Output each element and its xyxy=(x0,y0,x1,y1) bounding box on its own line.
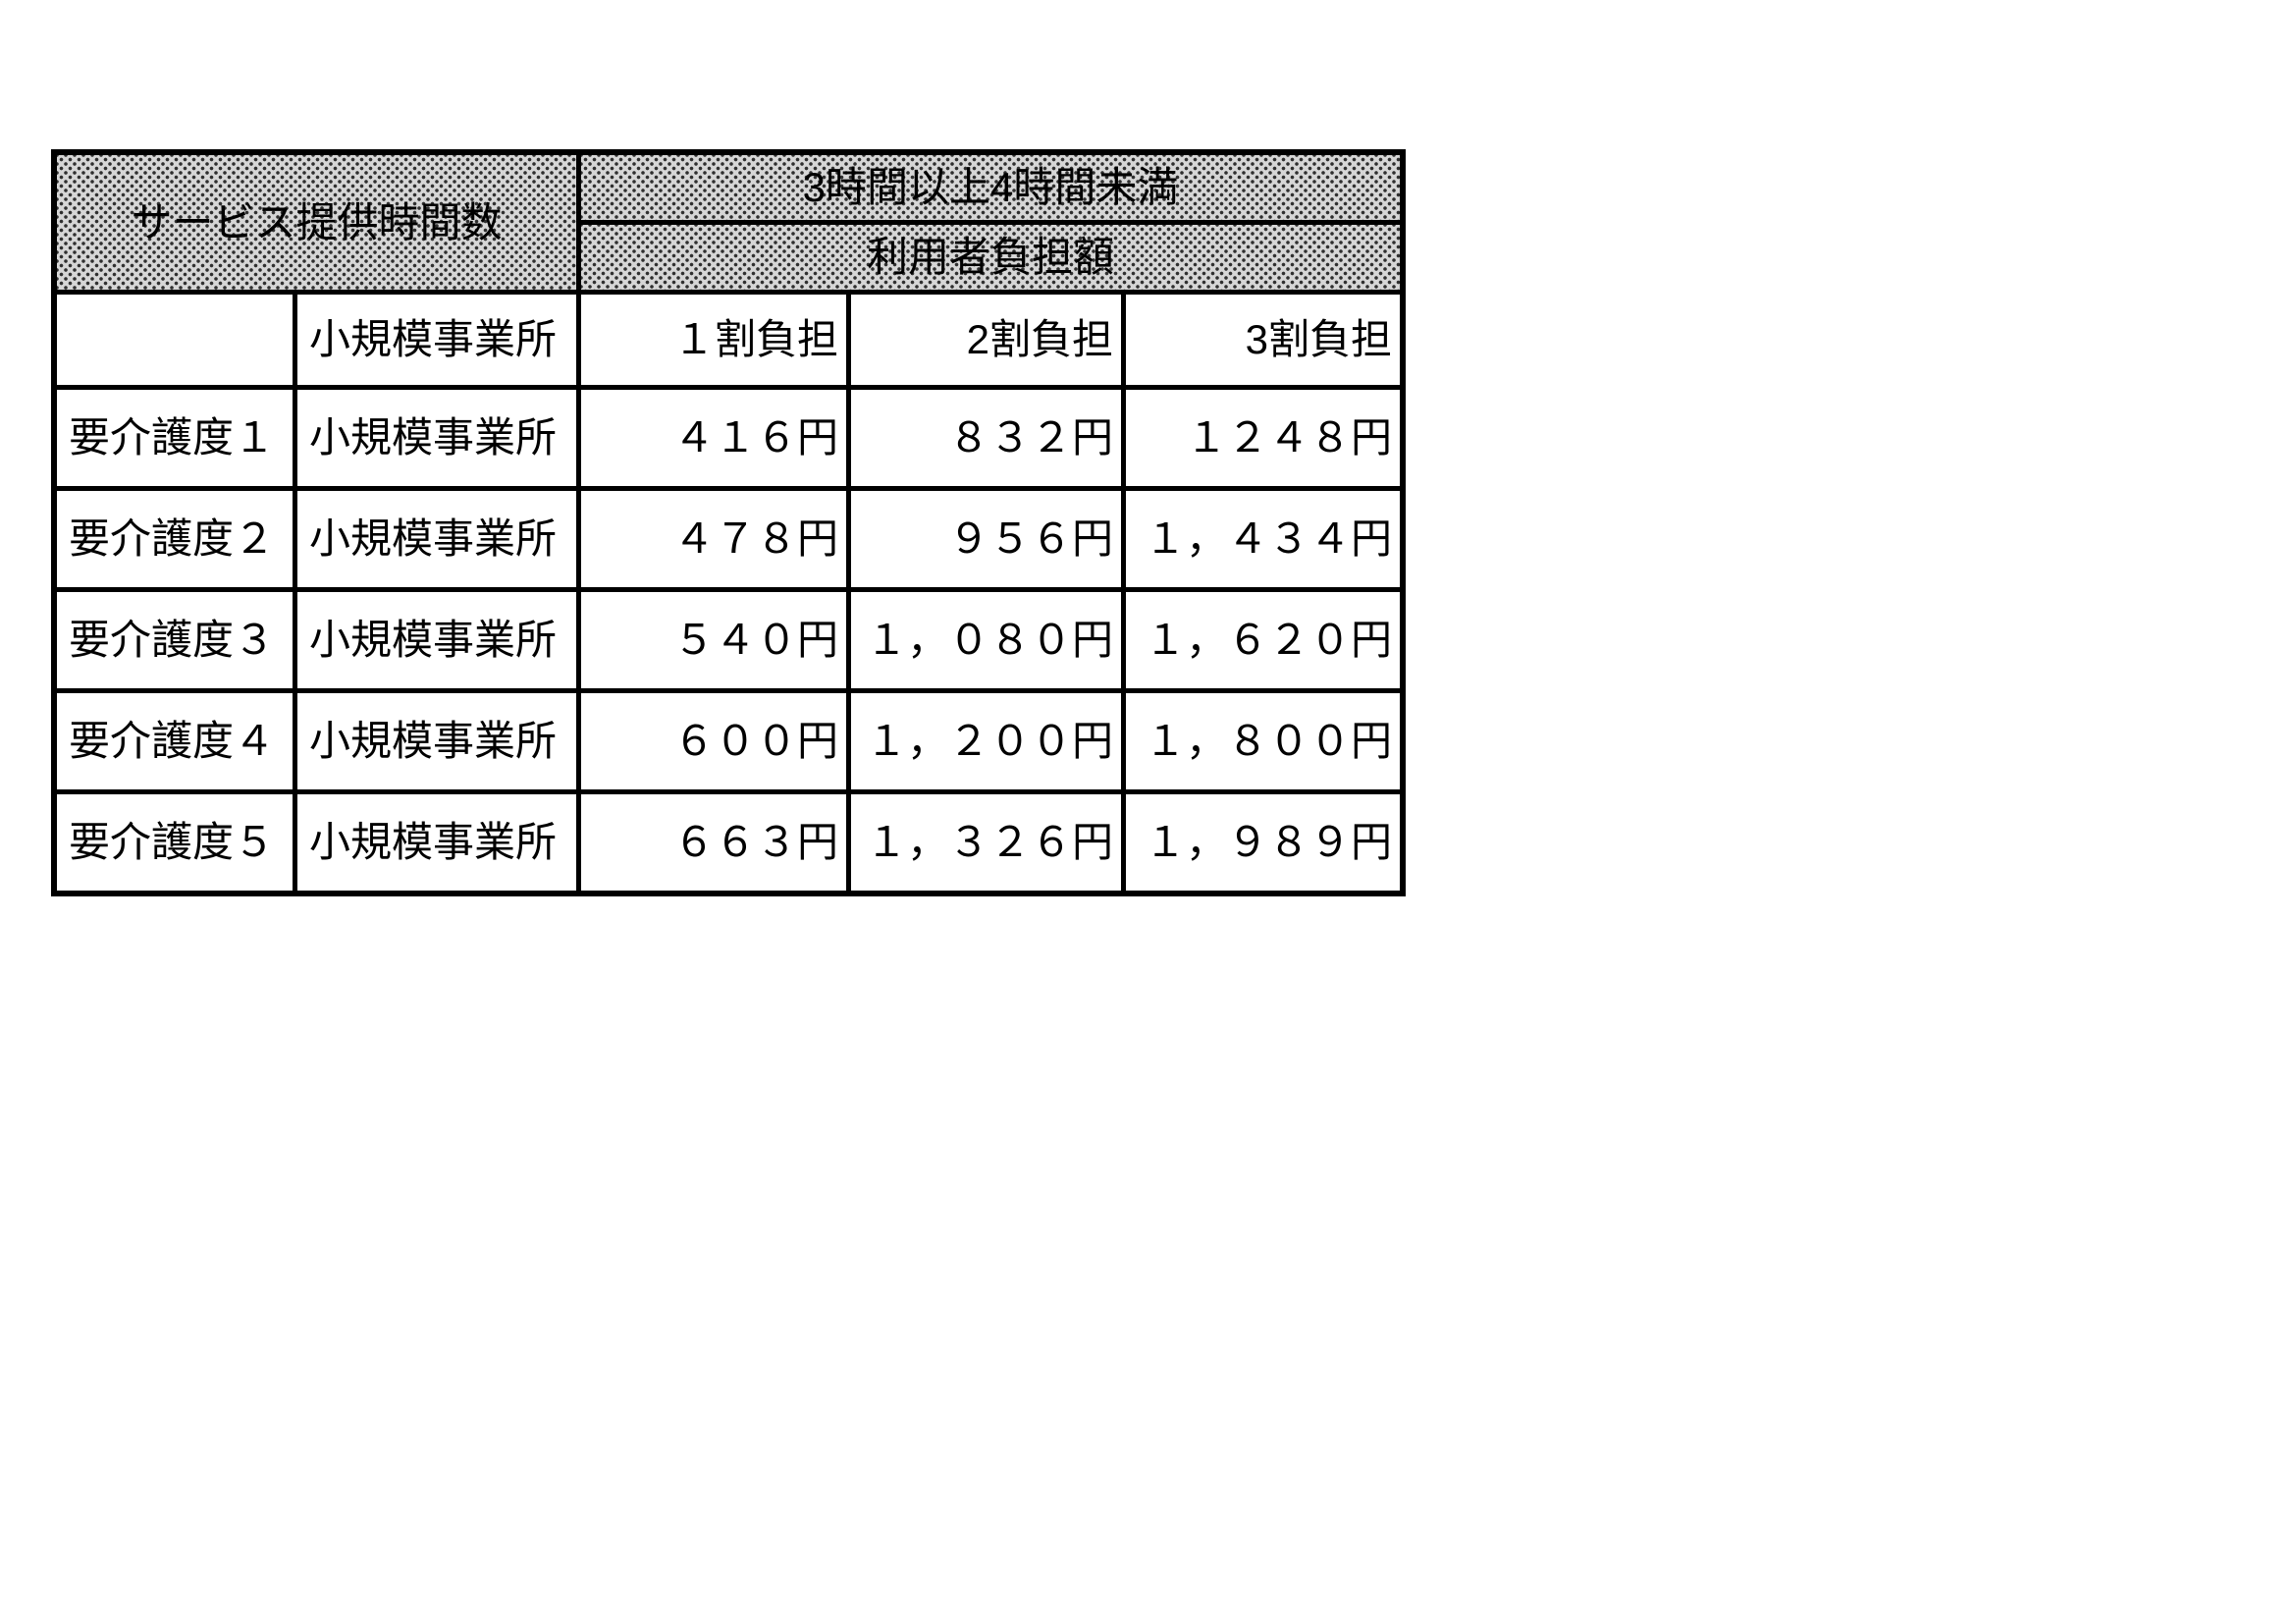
time-range-header-cell: 3時間以上4時間未満 xyxy=(581,155,1400,220)
service-time-header-cell: サービス提供時間数 xyxy=(57,155,576,290)
office-type-cell: 小規模事業所 xyxy=(297,592,576,688)
care-level-cell: 要介護度３ xyxy=(57,592,293,688)
care-level-cell: 要介護度２ xyxy=(57,491,293,587)
care-fee-table: サービス提供時間数 3時間以上4時間未満 利用者負担額 小規模事業所 １割負担 … xyxy=(51,149,1406,896)
pay-10-cell: ５４０円 xyxy=(581,592,846,688)
user-burden-header-cell: 利用者負担額 xyxy=(581,225,1400,290)
pay-20-cell: １，２００円 xyxy=(851,693,1121,789)
pay-20-cell: １，０８０円 xyxy=(851,592,1121,688)
pay-10-cell: ６６３円 xyxy=(581,794,846,891)
care-level-cell: 要介護度５ xyxy=(57,794,293,891)
pay-20-cell: ９５６円 xyxy=(851,491,1121,587)
pay-30-cell: １，８００円 xyxy=(1126,693,1400,789)
office-type-cell: 小規模事業所 xyxy=(297,693,576,789)
pay-20-cell: ８３２円 xyxy=(851,390,1121,486)
pay-10-cell: ６００円 xyxy=(581,693,846,789)
pay-30-cell: １２４８円 xyxy=(1126,390,1400,486)
care-level-cell: 要介護度４ xyxy=(57,693,293,789)
pay-10-cell: ４７８円 xyxy=(581,491,846,587)
pay-30-cell: １，４３４円 xyxy=(1126,491,1400,587)
corner-empty-cell xyxy=(57,295,293,385)
burden-30-header-cell: 3割負担 xyxy=(1126,295,1400,385)
care-level-cell: 要介護度１ xyxy=(57,390,293,486)
pay-20-cell: １，３２６円 xyxy=(851,794,1121,891)
office-type-header-cell: 小規模事業所 xyxy=(297,295,576,385)
burden-10-header-cell: １割負担 xyxy=(581,295,846,385)
pay-30-cell: １，９８９円 xyxy=(1126,794,1400,891)
pay-10-cell: ４１６円 xyxy=(581,390,846,486)
office-type-cell: 小規模事業所 xyxy=(297,390,576,486)
office-type-cell: 小規模事業所 xyxy=(297,794,576,891)
office-type-cell: 小規模事業所 xyxy=(297,491,576,587)
pay-30-cell: １，６２０円 xyxy=(1126,592,1400,688)
burden-20-header-cell: 2割負担 xyxy=(851,295,1121,385)
